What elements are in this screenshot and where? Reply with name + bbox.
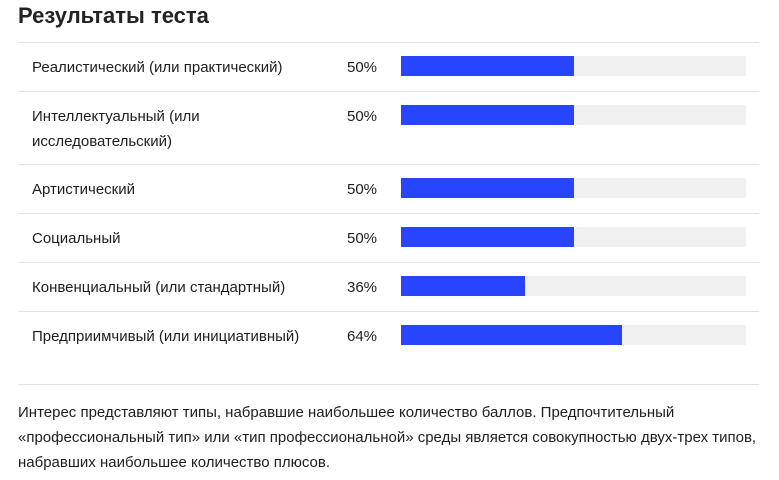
results-note: Интерес представляют типы, набравшие наи…	[18, 404, 757, 471]
result-label: Предприимчивый (или инициативный)	[32, 328, 300, 345]
result-row-intellectual: Интеллектуальный (или исследовательский)…	[18, 92, 759, 165]
result-row-realistic: Реалистический (или практический) 50%	[18, 43, 759, 92]
result-percent: 50%	[347, 181, 378, 198]
results-table: Реалистический (или практический) 50% Ин…	[18, 42, 759, 385]
result-row-social: Социальный 50%	[18, 214, 759, 263]
result-label: Артистический	[32, 181, 135, 198]
result-bar-fill	[401, 325, 622, 345]
result-bar-fill	[401, 56, 574, 76]
result-bar-fill	[401, 276, 526, 296]
result-row-conventional: Конвенциальный (или стандартный) 36%	[18, 263, 759, 312]
result-bar-fill	[401, 227, 574, 247]
result-bar-track	[401, 178, 746, 198]
result-label: Конвенциальный (или стандартный)	[32, 279, 286, 296]
result-percent: 50%	[347, 230, 378, 247]
page-title: Результаты теста	[18, 3, 209, 28]
result-percent: 64%	[347, 328, 378, 345]
result-percent: 50%	[347, 108, 378, 125]
result-bar-track	[401, 276, 746, 296]
result-label: Социальный	[32, 230, 121, 247]
result-bar-fill	[401, 178, 574, 198]
result-bar-track	[401, 56, 746, 76]
result-label: Интеллектуальный (или исследовательский)	[32, 108, 200, 150]
result-row-enterprising: Предприимчивый (или инициативный) 64%	[18, 312, 759, 385]
result-bar-track	[401, 105, 746, 125]
result-label: Реалистический (или практический)	[32, 59, 283, 76]
result-bar-track	[401, 227, 746, 247]
result-row-artistic: Артистический 50%	[18, 165, 759, 214]
result-bar-fill	[401, 105, 574, 125]
result-percent: 36%	[347, 279, 378, 296]
result-percent: 50%	[347, 59, 378, 76]
result-bar-track	[401, 325, 746, 345]
